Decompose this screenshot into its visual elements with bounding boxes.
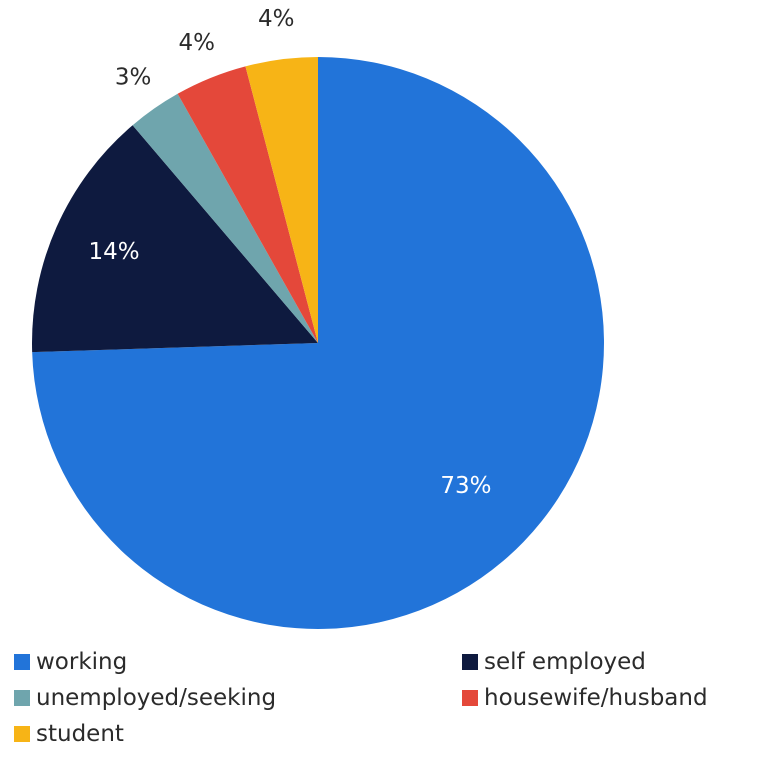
legend-label-housewife-husband: housewife/husband (484, 685, 708, 711)
legend-swatch-unemployed-seeking (14, 690, 30, 706)
legend-item-housewife-husband: housewife/husband (462, 680, 708, 716)
pie-slice-self-employed (32, 125, 318, 353)
legend-item-student: student (14, 716, 124, 752)
pie-slice-unemployed-seeking (132, 93, 318, 343)
legend-label-student: student (36, 721, 124, 747)
legend-item-working: working (14, 644, 127, 680)
data-label-housewife-husband: 4% (178, 30, 215, 56)
legend-item-unemployed-seeking: unemployed/seeking (14, 680, 276, 716)
legend-label-unemployed-seeking: unemployed/seeking (36, 685, 277, 711)
data-label-unemployed-seeking: 3% (115, 64, 152, 90)
legend-label-working: working (36, 649, 128, 675)
pie-chart-plot: 73% 14% 3% 4% 4% (32, 6, 605, 629)
pie-slice-student (245, 57, 318, 343)
pie-slice-working (32, 57, 605, 629)
legend-swatch-housewife-husband (462, 690, 478, 706)
data-label-working: 73% (440, 473, 491, 499)
legend-label-self-employed: self employed (484, 649, 646, 675)
legend-swatch-student (14, 726, 30, 742)
legend-swatch-working (14, 654, 30, 670)
data-label-self-employed: 14% (88, 239, 139, 265)
pie-slice-housewife-husband (177, 66, 318, 343)
legend-swatch-self-employed (462, 654, 478, 670)
legend-item-self-employed: self employed (462, 644, 646, 680)
data-label-student: 4% (258, 6, 295, 32)
chart-legend: working self employed unemployed/seeking ho… (0, 640, 780, 765)
